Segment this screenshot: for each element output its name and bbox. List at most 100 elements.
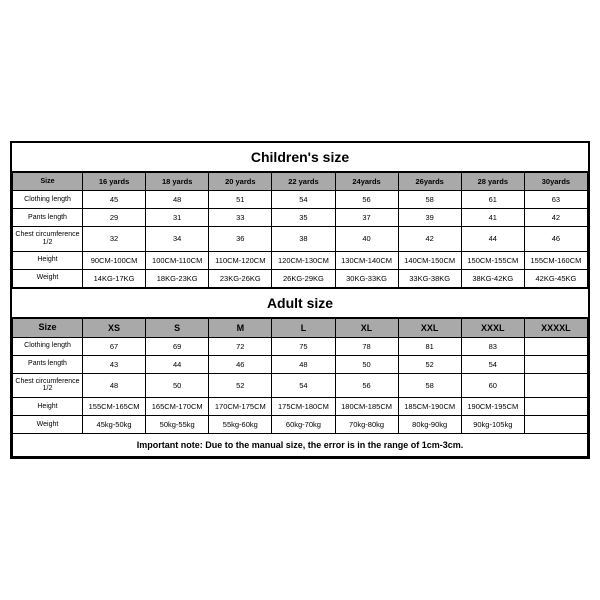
cell: 56 xyxy=(335,191,398,209)
row-label: Height xyxy=(13,397,83,415)
row-label: Weight xyxy=(13,269,83,287)
cell: 52 xyxy=(398,355,461,373)
cell: 48 xyxy=(272,355,335,373)
children-header-cell: 30yards xyxy=(524,173,587,191)
children-body: Clothing length 45 48 51 54 56 58 61 63 … xyxy=(13,191,588,287)
row-label: Clothing length xyxy=(13,191,83,209)
adult-header-cell: XXXXL xyxy=(524,318,587,337)
cell: 90kg-105kg xyxy=(461,415,524,433)
row-label: Clothing length xyxy=(13,337,83,355)
cell: 50 xyxy=(146,373,209,397)
adult-table: Size XS S M L XL XXL XXXL XXXXL Clothing… xyxy=(12,318,588,457)
children-title: Children's size xyxy=(12,143,588,172)
cell: 83 xyxy=(461,337,524,355)
cell: 32 xyxy=(83,227,146,251)
cell xyxy=(524,337,587,355)
adult-body: Clothing length 67 69 72 75 78 81 83 Pan… xyxy=(13,337,588,456)
cell: 38KG-42KG xyxy=(461,269,524,287)
cell: 165CM-170CM xyxy=(146,397,209,415)
cell: 50 xyxy=(335,355,398,373)
cell: 54 xyxy=(272,373,335,397)
cell: 37 xyxy=(335,209,398,227)
cell: 33KG-38KG xyxy=(398,269,461,287)
cell: 56 xyxy=(335,373,398,397)
table-row: Weight 45kg-50kg 50kg-55kg 55kg-60kg 60k… xyxy=(13,415,588,433)
cell: 23KG-26KG xyxy=(209,269,272,287)
cell: 39 xyxy=(398,209,461,227)
table-row: Clothing length 45 48 51 54 56 58 61 63 xyxy=(13,191,588,209)
cell: 155CM-165CM xyxy=(83,397,146,415)
cell xyxy=(524,397,587,415)
cell: 55kg-60kg xyxy=(209,415,272,433)
cell: 67 xyxy=(83,337,146,355)
cell: 130CM-140CM xyxy=(335,251,398,269)
cell: 150CM-155CM xyxy=(461,251,524,269)
cell: 54 xyxy=(272,191,335,209)
cell: 170CM-175CM xyxy=(209,397,272,415)
cell: 35 xyxy=(272,209,335,227)
cell: 58 xyxy=(398,373,461,397)
cell: 33 xyxy=(209,209,272,227)
children-header-cell: 22 yards xyxy=(272,173,335,191)
adult-header-cell: XXL xyxy=(398,318,461,337)
cell: 46 xyxy=(209,355,272,373)
cell: 100CM-110CM xyxy=(146,251,209,269)
row-label: Pants length xyxy=(13,209,83,227)
cell: 34 xyxy=(146,227,209,251)
cell: 44 xyxy=(146,355,209,373)
children-header-cell: 26yards xyxy=(398,173,461,191)
cell xyxy=(524,355,587,373)
cell: 44 xyxy=(461,227,524,251)
table-row: Weight 14KG-17KG 18KG-23KG 23KG-26KG 26K… xyxy=(13,269,588,287)
adult-header-row: Size XS S M L XL XXL XXXL XXXXL xyxy=(13,318,588,337)
table-row: Pants length 43 44 46 48 50 52 54 xyxy=(13,355,588,373)
cell: 40 xyxy=(335,227,398,251)
row-label: Weight xyxy=(13,415,83,433)
cell: 78 xyxy=(335,337,398,355)
table-row: Chest circumference 1/2 32 34 36 38 40 4… xyxy=(13,227,588,251)
row-label: Chest circumference 1/2 xyxy=(13,373,83,397)
cell: 45 xyxy=(83,191,146,209)
cell: 48 xyxy=(83,373,146,397)
children-header-cell: 18 yards xyxy=(146,173,209,191)
adult-header-cell: XS xyxy=(83,318,146,337)
table-row: Clothing length 67 69 72 75 78 81 83 xyxy=(13,337,588,355)
cell: 51 xyxy=(209,191,272,209)
cell: 180CM-185CM xyxy=(335,397,398,415)
cell: 43 xyxy=(83,355,146,373)
cell: 61 xyxy=(461,191,524,209)
adult-title: Adult size xyxy=(12,288,588,318)
children-header-cell: 24yards xyxy=(335,173,398,191)
cell: 42KG-45KG xyxy=(524,269,587,287)
cell: 45kg-50kg xyxy=(83,415,146,433)
cell: 72 xyxy=(209,337,272,355)
cell: 190CM-195CM xyxy=(461,397,524,415)
cell: 140CM-150CM xyxy=(398,251,461,269)
cell: 185CM-190CM xyxy=(398,397,461,415)
table-row: Chest circumference 1/2 48 50 52 54 56 5… xyxy=(13,373,588,397)
cell xyxy=(524,373,587,397)
cell: 75 xyxy=(272,337,335,355)
row-label: Height xyxy=(13,251,83,269)
cell: 36 xyxy=(209,227,272,251)
cell: 58 xyxy=(398,191,461,209)
cell: 63 xyxy=(524,191,587,209)
adult-header-cell: S xyxy=(146,318,209,337)
table-row: Pants length 29 31 33 35 37 39 41 42 xyxy=(13,209,588,227)
cell: 50kg-55kg xyxy=(146,415,209,433)
cell: 14KG-17KG xyxy=(83,269,146,287)
table-row: Height 90CM-100CM 100CM-110CM 110CM-120C… xyxy=(13,251,588,269)
children-header-cell: 28 yards xyxy=(461,173,524,191)
children-header-cell: Size xyxy=(13,173,83,191)
cell: 30KG-33KG xyxy=(335,269,398,287)
cell: 155CM-160CM xyxy=(524,251,587,269)
children-header-cell: 20 yards xyxy=(209,173,272,191)
cell: 81 xyxy=(398,337,461,355)
children-header-row: Size 16 yards 18 yards 20 yards 22 yards… xyxy=(13,173,588,191)
adult-header-cell: XL xyxy=(335,318,398,337)
cell: 29 xyxy=(83,209,146,227)
cell: 38 xyxy=(272,227,335,251)
children-header-cell: 16 yards xyxy=(83,173,146,191)
cell: 52 xyxy=(209,373,272,397)
size-chart: Children's size Size 16 yards 18 yards 2… xyxy=(10,141,590,459)
